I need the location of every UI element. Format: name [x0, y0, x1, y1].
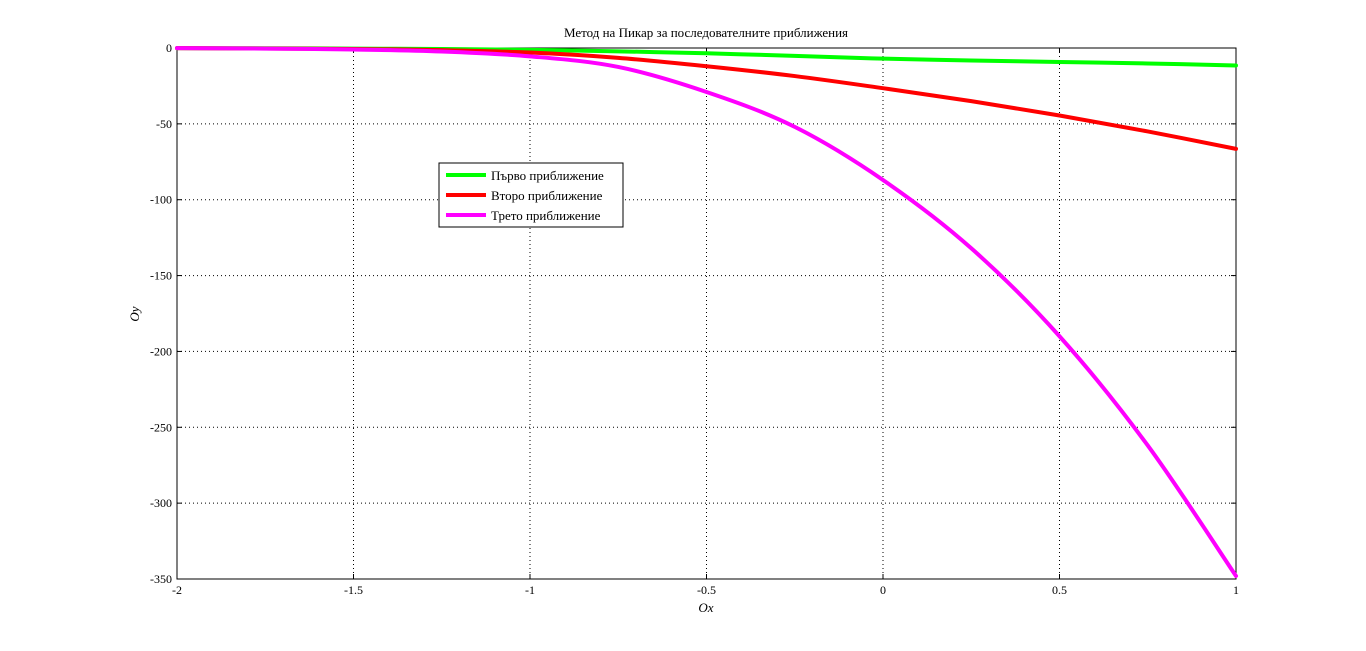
chart-title: Метод на Пикар за последователните прибл… — [564, 25, 848, 40]
y-tick-label: 0 — [166, 41, 172, 55]
y-axis-label: Oy — [127, 306, 142, 321]
legend-label-2: Второ приближение — [491, 188, 603, 203]
y-tick-label: -250 — [150, 420, 172, 434]
series-line-third — [175, 46, 1238, 578]
x-tick-label: 0 — [880, 583, 886, 597]
x-tick-label: 0.5 — [1052, 583, 1067, 597]
x-axis-label: Ox — [698, 600, 713, 615]
y-tick-label: -350 — [150, 572, 172, 586]
x-tick-label: -0.5 — [697, 583, 716, 597]
y-tick-label: -150 — [150, 269, 172, 283]
x-tick-label: -1.5 — [344, 583, 363, 597]
plot-area — [176, 47, 1237, 580]
series-lines — [175, 46, 1238, 578]
x-tick-label: 1 — [1233, 583, 1239, 597]
legend-label-1: Първо приближение — [491, 168, 604, 183]
axis-ticks: -2 -1.5 -1 -0.5 0 0.5 1 0 -50 -100 -150 -200 -250 -30… — [150, 41, 1239, 597]
grid-lines — [177, 48, 1236, 579]
x-tick-label: -1 — [525, 583, 535, 597]
y-tick-label: -50 — [156, 117, 172, 131]
y-tick-label: -200 — [150, 344, 172, 358]
legend-label-3: Трето приближение — [491, 208, 601, 223]
legend: Първо приближение Второ приближение Трет… — [438, 162, 624, 228]
y-tick-label: -100 — [150, 193, 172, 207]
y-tick-label: -300 — [150, 496, 172, 510]
x-tick-label: -2 — [172, 583, 182, 597]
